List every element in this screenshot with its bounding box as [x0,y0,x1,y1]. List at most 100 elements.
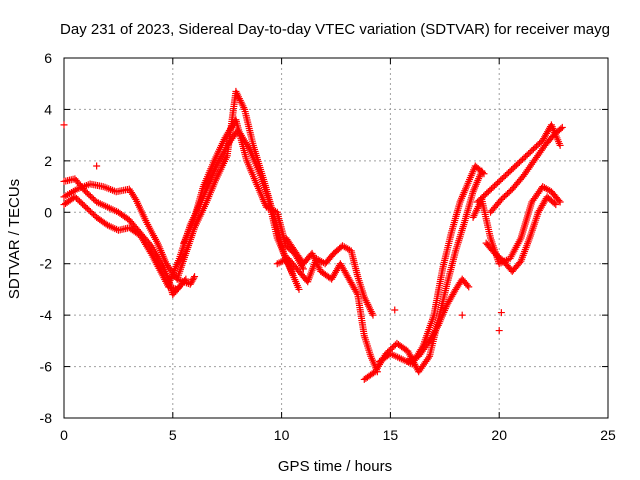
data-point [77,199,85,207]
data-point [85,206,93,214]
y-tick-label: -8 [40,410,53,426]
data-point [82,203,90,211]
data-point [90,195,98,203]
data-point [503,170,511,178]
data-point [558,123,566,131]
data-point [514,160,522,168]
y-tick-label: -6 [40,359,53,375]
data-point [85,191,93,199]
data-point [508,166,516,174]
data-point [82,188,90,196]
data-point [529,145,537,153]
data-point [557,125,565,133]
data-point [458,311,466,319]
x-tick-label: 10 [274,427,290,443]
data-point [509,164,517,172]
data-point [523,151,531,159]
data-point [72,194,80,202]
data-point [388,344,396,352]
data-point [486,186,494,194]
data-point [497,309,505,317]
data-point [477,195,485,203]
data-point [517,157,525,165]
x-tick-label: 0 [60,427,68,443]
data-point [556,141,564,149]
x-tick-label: 25 [600,427,616,443]
data-point [391,306,399,314]
y-tick-label: 6 [44,50,52,66]
data-point [479,168,487,176]
data-point [88,194,96,202]
data-point [60,121,68,129]
tick-labels: 0 5 10 15 20 25 -8 -6 -4 -2 0 2 4 6 [40,50,616,443]
data-point [83,205,91,213]
data-point [288,270,296,278]
data-points [60,87,566,383]
data-point [86,208,94,216]
data-point [174,284,182,292]
data-point [484,188,492,196]
data-point [93,162,101,170]
data-point [190,274,198,282]
data-point [90,210,98,218]
data-point [501,172,509,180]
x-tick-label: 20 [491,427,507,443]
data-point [487,185,495,193]
x-axis-label: GPS time / hours [278,458,392,475]
data-point [433,323,441,331]
x-tick-label: 5 [169,427,177,443]
data-point [520,154,528,162]
data-point [522,152,530,160]
data-point [512,161,520,169]
data-point [475,197,483,205]
y-tick-label: 0 [44,204,52,220]
data-point [500,192,508,200]
data-point [369,311,377,319]
data-point [424,354,432,362]
data-point [390,342,398,350]
data-point [465,283,473,291]
data-point [498,174,506,182]
data-point [505,188,513,196]
y-tick-label: 2 [44,153,52,169]
data-point [504,190,512,198]
data-point [505,169,513,177]
data-point [495,177,503,185]
y-tick-label: -4 [40,307,53,323]
plot-frame [63,57,609,419]
data-point [80,202,88,210]
data-point [519,155,527,163]
data-point [489,183,497,191]
data-point [528,147,536,155]
data-point [473,198,481,206]
data-point [71,193,79,201]
data-point [191,273,199,281]
data-point [497,176,505,184]
data-point [499,194,507,202]
data-point [483,189,491,197]
axis-ticks [63,57,609,419]
data-point [83,189,91,197]
data-point [502,191,510,199]
data-point [556,198,564,206]
data-point [76,197,84,205]
data-point [79,200,87,208]
x-tick-label: 15 [383,427,399,443]
data-point [515,158,523,166]
data-point [295,285,303,293]
data-point [536,139,544,147]
y-axis-label: SDTVAR / TECUs [6,179,23,299]
data-point [491,182,499,190]
data-point [481,191,489,199]
data-point [511,163,519,171]
data-point [552,201,560,209]
data-point [533,142,541,150]
data-point [74,196,82,204]
data-point [86,192,94,200]
data-point [550,199,558,207]
data-point [480,170,488,178]
data-point [494,179,502,187]
data-point [480,192,488,200]
data-point [131,194,139,202]
